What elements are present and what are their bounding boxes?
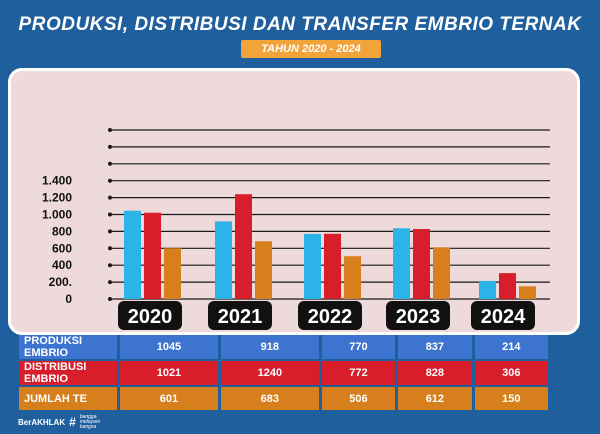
table-row-produksi: PRODUKSI EMBRIO 1045 918 770 837 214 (19, 335, 548, 359)
chart-subtitle: TAHUN 2020 - 2024 (241, 40, 381, 58)
bar (255, 241, 272, 299)
gridline-dot (108, 161, 112, 166)
gridline-dot (108, 263, 112, 268)
logo-text: BerAKHLAK (18, 417, 66, 427)
table-cell: 612 (398, 387, 472, 410)
gridline-dot (108, 212, 112, 217)
year-box (298, 301, 362, 330)
x-tick-label: 2023 (396, 306, 441, 328)
year-box (118, 301, 182, 330)
table-row-distribusi: DISTRIBUSI EMBRIO 1021 1240 772 828 306 (19, 361, 548, 385)
table-cell: 828 (398, 361, 472, 385)
x-tick-label: 2021 (218, 306, 263, 328)
table-cell: 772 (321, 361, 396, 385)
gridline-dot (108, 128, 112, 132)
gridline-dot (108, 229, 112, 234)
row-label: DISTRIBUSI EMBRIO (19, 361, 117, 385)
y-tick-label: 1.200 (42, 191, 72, 205)
row-label: PRODUKSI EMBRIO (19, 335, 117, 359)
x-tick-label: 2020 (128, 306, 173, 328)
gridline-dot (108, 297, 112, 301)
bar (144, 212, 161, 299)
table-cell: 150 (474, 387, 548, 410)
table-cell: 770 (321, 335, 396, 359)
table-cell: 837 (398, 335, 472, 359)
bar (393, 228, 410, 299)
data-table: PRODUKSI EMBRIO 1045 918 770 837 214 DIS… (16, 333, 551, 412)
table-cell: 306 (474, 361, 548, 385)
y-axis-ticks: 0 200. 400 600 800 1.000 1.200 1.400 (42, 174, 72, 306)
year-box (471, 301, 535, 330)
table-cell: 683 (220, 387, 319, 410)
bar (519, 286, 536, 299)
year-box (208, 301, 272, 330)
y-tick-label: 400 (52, 258, 72, 272)
table-cell: 918 (220, 335, 319, 359)
year-labels: 2020 2021 2022 2023 2024 (118, 301, 535, 330)
y-tick-label: 1.000 (42, 208, 72, 222)
bar (344, 256, 361, 299)
gridline-dot (108, 144, 112, 149)
x-tick-label: 2024 (481, 306, 526, 328)
year-box (386, 301, 450, 330)
bar (164, 248, 181, 299)
gridline-dot (108, 280, 112, 285)
table-cell: 1021 (120, 361, 218, 385)
bar (479, 280, 496, 299)
gridline-dot (108, 178, 112, 183)
bars (124, 194, 536, 299)
y-tick-label: 600 (52, 241, 72, 255)
gridline-dot (108, 195, 112, 200)
bar (499, 273, 516, 299)
table-cell: 601 (120, 387, 218, 410)
bar (304, 233, 321, 299)
bar (215, 221, 232, 299)
bar (433, 247, 450, 299)
x-tick-label: 2022 (308, 306, 353, 328)
y-tick-label: 0 (65, 292, 72, 306)
chart-title: PRODUKSI, DISTRIBUSI DAN TRANSFER EMBRIO… (18, 14, 582, 35)
table-cell: 1240 (220, 361, 319, 385)
table-row-jumlah-te: JUMLAH TE 601 683 506 612 150 (19, 387, 548, 410)
y-tick-label: 1.400 (42, 174, 72, 188)
bar (124, 210, 141, 299)
table-cell: 506 (321, 387, 396, 410)
y-tick-label: 200. (49, 275, 72, 289)
gridline-dot (108, 246, 112, 251)
table-cell: 1045 (120, 335, 218, 359)
logo-mark-icon: # (69, 415, 76, 429)
bar (413, 229, 430, 299)
logo-tagline: bangga melayani bangsa (79, 413, 100, 430)
berakhlak-logo: BerAKHLAK # bangga melayani bangsa (18, 413, 110, 431)
table-cell: 214 (474, 335, 548, 359)
y-tick-label: 800 (52, 224, 72, 238)
bar (324, 233, 341, 299)
bar (235, 194, 252, 299)
row-label: JUMLAH TE (19, 387, 117, 410)
